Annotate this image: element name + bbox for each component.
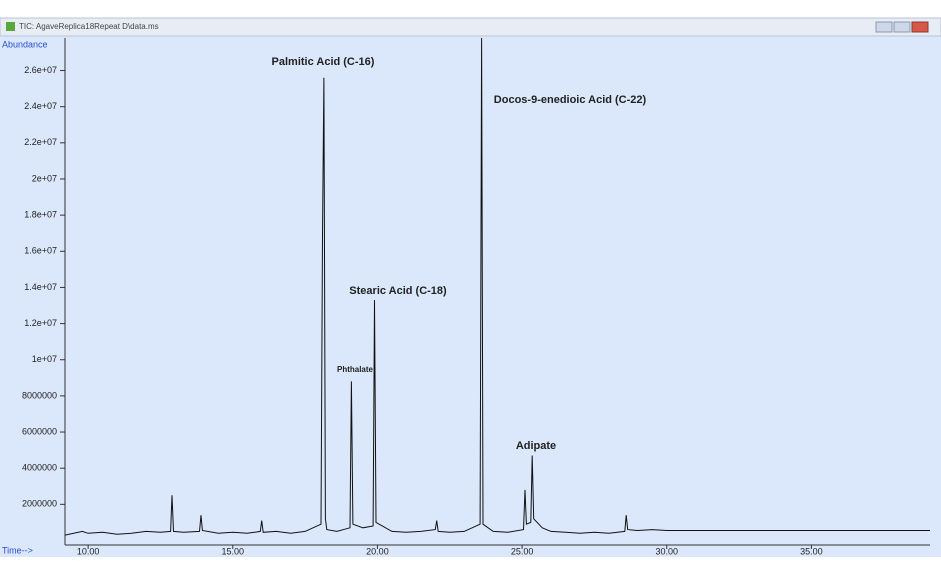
peak-annotation: Docos-9-enedioic Acid (C-22) (494, 94, 647, 106)
y-tick-label: 1e+07 (32, 354, 57, 364)
x-tick-label: 15.00 (222, 546, 245, 556)
y-tick-label: 8000000 (22, 390, 57, 400)
window-title: TIC: AgaveReplica18Repeat D\data.ms (19, 22, 159, 31)
y-tick-label: 2.6e+07 (24, 65, 57, 75)
y-tick-label: 1.4e+07 (24, 282, 57, 292)
x-tick-label: 30.00 (655, 546, 678, 556)
close-button[interactable] (911, 21, 929, 33)
maximize-button[interactable] (893, 21, 911, 33)
peak-annotation: Adipate (516, 440, 556, 452)
y-tick-label: 4000000 (22, 463, 57, 473)
x-tick-label: 25.00 (511, 546, 534, 556)
app-icon (6, 22, 15, 31)
y-tick-label: 2e+07 (32, 173, 57, 183)
window-body (0, 18, 941, 557)
y-tick-label: 1.2e+07 (24, 318, 57, 328)
peak-annotation: Stearic Acid (C-18) (349, 285, 447, 297)
y-tick-label: 2.4e+07 (24, 101, 57, 111)
tic-trace (64, 37, 930, 536)
minimize-button[interactable] (875, 21, 893, 33)
y-axis-label: Abundance (2, 39, 48, 49)
y-tick-label: 2000000 (22, 499, 57, 509)
y-tick-label: 2.2e+07 (24, 137, 57, 147)
x-tick-label: 10.00 (77, 546, 100, 556)
title-bar (0, 17, 941, 37)
peak-annotation: Palmitic Acid (C-16) (272, 56, 375, 68)
x-tick-label: 35.00 (800, 546, 823, 556)
y-tick-label: 6000000 (22, 426, 57, 436)
x-axis-label: Time--> (2, 545, 33, 555)
x-tick-label: 20.00 (366, 546, 389, 556)
y-tick-label: 1.6e+07 (24, 246, 57, 256)
y-tick-label: 1.8e+07 (24, 210, 57, 220)
peak-annotation: Phthalate (337, 365, 374, 374)
